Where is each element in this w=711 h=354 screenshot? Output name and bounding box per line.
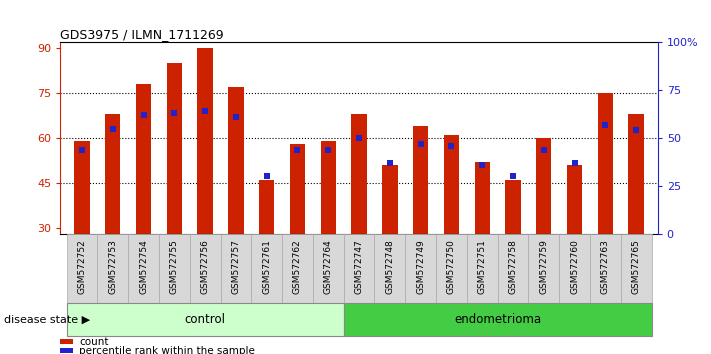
Bar: [136, 84, 151, 234]
Bar: [413, 126, 428, 234]
Bar: [321, 141, 336, 234]
Bar: [506, 180, 520, 234]
Text: GSM572757: GSM572757: [231, 239, 240, 294]
Point: [538, 147, 550, 152]
Bar: [467, 234, 498, 303]
Text: GSM572761: GSM572761: [262, 239, 271, 294]
Bar: [405, 234, 436, 303]
Bar: [444, 135, 459, 234]
Bar: [598, 93, 613, 234]
Bar: [220, 234, 251, 303]
Text: GSM572765: GSM572765: [631, 239, 641, 294]
Text: GSM572755: GSM572755: [170, 239, 179, 294]
Bar: [105, 114, 120, 234]
Bar: [166, 63, 182, 234]
Bar: [313, 234, 343, 303]
Bar: [559, 234, 590, 303]
Point: [76, 147, 87, 152]
Text: GSM572753: GSM572753: [108, 239, 117, 294]
Bar: [228, 87, 244, 234]
Bar: [351, 114, 367, 234]
Point: [384, 160, 395, 166]
Text: disease state ▶: disease state ▶: [4, 314, 90, 325]
Bar: [159, 234, 190, 303]
Point: [261, 173, 272, 179]
Bar: [629, 114, 644, 234]
Bar: [290, 144, 305, 234]
Text: GSM572748: GSM572748: [385, 239, 395, 294]
Bar: [67, 234, 97, 303]
Point: [200, 108, 211, 114]
Bar: [343, 303, 651, 336]
Point: [569, 160, 580, 166]
Text: GDS3975 / ILMN_1711269: GDS3975 / ILMN_1711269: [60, 28, 224, 41]
Bar: [128, 234, 159, 303]
Point: [507, 173, 518, 179]
Text: GSM572751: GSM572751: [478, 239, 487, 294]
Point: [415, 141, 427, 147]
Text: GSM572752: GSM572752: [77, 239, 87, 294]
Bar: [259, 180, 274, 234]
Point: [353, 135, 365, 141]
Text: GSM572760: GSM572760: [570, 239, 579, 294]
Text: GSM572762: GSM572762: [293, 239, 302, 294]
Point: [476, 162, 488, 168]
Text: GSM572747: GSM572747: [355, 239, 363, 294]
Text: GSM572764: GSM572764: [324, 239, 333, 294]
Text: GSM572758: GSM572758: [508, 239, 518, 294]
Point: [599, 122, 611, 127]
Bar: [436, 234, 467, 303]
Bar: [621, 234, 651, 303]
Text: GSM572749: GSM572749: [416, 239, 425, 294]
Bar: [536, 138, 552, 234]
Text: count: count: [79, 337, 108, 347]
Bar: [97, 234, 128, 303]
Bar: [282, 234, 313, 303]
Bar: [251, 234, 282, 303]
Text: GSM572750: GSM572750: [447, 239, 456, 294]
Bar: [382, 165, 397, 234]
Text: endometrioma: endometrioma: [454, 313, 541, 326]
Point: [323, 147, 334, 152]
Point: [138, 112, 149, 118]
Text: GSM572754: GSM572754: [139, 239, 148, 294]
Point: [230, 114, 242, 120]
Text: percentile rank within the sample: percentile rank within the sample: [79, 346, 255, 354]
Bar: [375, 234, 405, 303]
Text: GSM572759: GSM572759: [539, 239, 548, 294]
Point: [292, 147, 303, 152]
Bar: [343, 234, 375, 303]
Point: [631, 127, 642, 133]
Bar: [474, 162, 490, 234]
Text: GSM572763: GSM572763: [601, 239, 610, 294]
Bar: [74, 141, 90, 234]
Text: control: control: [185, 313, 225, 326]
Bar: [198, 48, 213, 234]
Point: [107, 126, 119, 131]
Bar: [67, 303, 343, 336]
Bar: [190, 234, 220, 303]
Point: [169, 110, 180, 116]
Bar: [590, 234, 621, 303]
Bar: [528, 234, 559, 303]
Bar: [567, 165, 582, 234]
Bar: [498, 234, 528, 303]
Point: [446, 143, 457, 149]
Text: GSM572756: GSM572756: [201, 239, 210, 294]
